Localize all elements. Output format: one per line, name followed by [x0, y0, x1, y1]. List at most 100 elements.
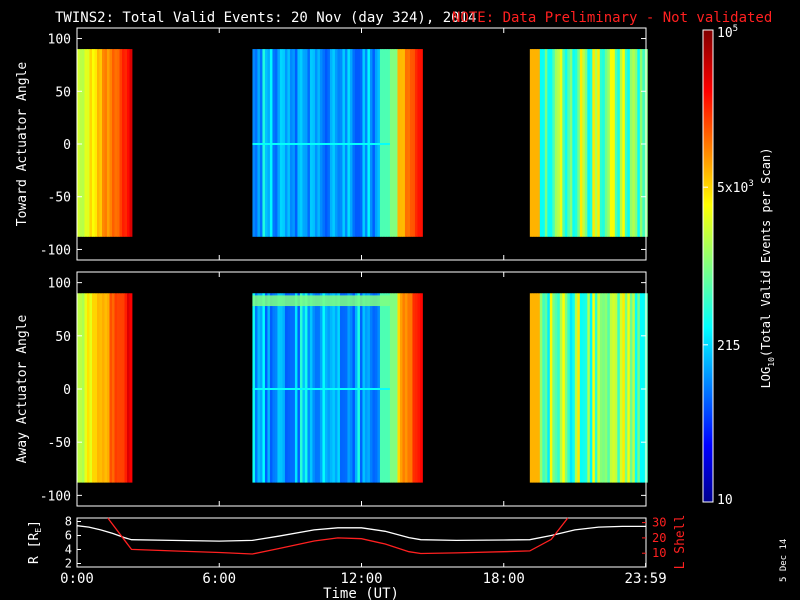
toward-heatmap-column-1-25: [314, 49, 318, 237]
away-heatmap-column-0-0: [77, 293, 80, 483]
away-heatmap-column-3-36: [619, 293, 623, 483]
toward-heatmap-column-0-19: [124, 49, 128, 237]
away-heatmap-column-1-31: [329, 293, 333, 483]
toward-heatmap-column-3-19: [577, 49, 581, 237]
away-heatmap-column-1-1: [254, 293, 258, 483]
away-heatmap-column-1-37: [344, 293, 348, 483]
away-heatmap-column-3-15: [567, 293, 571, 483]
away-heatmap-column-3-25: [592, 293, 596, 483]
toward-heatmap-column-1-11: [279, 49, 283, 237]
toward-heatmap-column-3-35: [617, 49, 621, 237]
r-axis-label: R [RE]: [27, 520, 43, 564]
away-heatmap-column-3-38: [624, 293, 628, 483]
toward-heatmap-column-2-11: [417, 49, 421, 237]
toward-heatmap-column-3-36: [619, 49, 623, 237]
toward-heatmap-column-3-17: [572, 49, 576, 237]
away-y-axis: 100 50 0 -50 -100: [40, 272, 647, 506]
away-heatmap-column-0-16: [117, 293, 120, 483]
away-heatmap-column-3-12: [559, 293, 563, 483]
toward-heatmap-column-3-40: [629, 49, 633, 237]
away-heatmap-column-3-40: [629, 293, 633, 483]
r-tick-label-2: 2: [65, 557, 72, 571]
toward-heatmap-column-3-22: [584, 49, 588, 237]
toward-heatmap-column-3-4: [539, 49, 543, 237]
toward-heatmap-column-0-16: [117, 49, 120, 237]
away-y-axis-label: Away Actuator Angle: [15, 314, 30, 463]
toward-heatmap-column-3-38: [624, 49, 628, 237]
away-heatmap-column-0-20: [127, 293, 130, 483]
toward-heatmap-column-1-31: [329, 49, 333, 237]
toward-heatmap-column-1-13: [284, 49, 288, 237]
away-heatmap-zero-stripe: [252, 388, 390, 390]
away-heatmap-column-1-13: [284, 293, 288, 483]
away-heatmap-column-3-23: [587, 293, 591, 483]
toward-heatmap-column-1-33: [334, 49, 338, 237]
away-heatmap-column-0-3: [84, 293, 88, 483]
away-heatmap-column-1-44: [362, 293, 366, 483]
colorbar-tick-label-2: 5x103: [717, 179, 754, 196]
away-heatmap-column-1-24: [312, 293, 316, 483]
away-heatmap-column-1-47: [369, 293, 373, 483]
toward-heatmap-column-2-6: [404, 49, 408, 237]
toward-heatmap-column-1-32: [332, 49, 336, 237]
x-tick-label-0: 0:00: [60, 571, 94, 587]
away-heatmap-column-1-43: [359, 293, 363, 483]
away-heatmap-column-3-6: [544, 293, 548, 483]
toward-y-axis: 100 50 0 -50 -100: [40, 28, 647, 260]
toward-heatmap-column-3-29: [602, 49, 606, 237]
toward-heatmap-column-1-38: [347, 49, 351, 237]
toward-heatmap-column-3-12: [559, 49, 563, 237]
away-heatmap-column-1-51: [379, 293, 383, 483]
away-heatmap-column-3-34: [614, 293, 618, 483]
away-heatmap-column-3-2: [534, 293, 538, 483]
toward-heatmap-column-1-41: [354, 49, 358, 237]
colorbar-tick-label-3: 105: [717, 24, 738, 41]
away-heatmap-column-1-32: [332, 293, 336, 483]
toward-heatmap-column-0-10: [102, 49, 105, 237]
r-tick-label-8: 8: [65, 515, 72, 529]
away-heatmap-column-3-26: [594, 293, 598, 483]
toward-heatmap-column-0-5: [89, 49, 93, 237]
away-heatmap-column-1-27: [319, 293, 323, 483]
away-heatmap-column-0-7: [94, 293, 98, 483]
toward-ytick-label-100: 100: [48, 33, 71, 48]
toward-heatmap-column-1-23: [309, 49, 313, 237]
toward-heatmap-column-3-27: [597, 49, 601, 237]
toward-heatmap-column-3-1: [532, 49, 536, 237]
toward-heatmap-column-3-14: [564, 49, 568, 237]
toward-heatmap-column-3-28: [599, 49, 603, 237]
away-heatmap-column-3-10: [554, 293, 558, 483]
away-heatmap-column-3-3: [537, 293, 541, 483]
away-heatmap-column-2-1: [392, 293, 396, 483]
toward-heatmap-column-3-25: [592, 49, 596, 237]
colorbar-gradient: [702, 29, 714, 503]
away-heatmap-column-3-35: [617, 293, 621, 483]
toward-heatmap-column-3-21: [582, 49, 586, 237]
toward-heatmap-column-2-9: [412, 49, 416, 237]
away-heatmap-column-0-4: [87, 293, 90, 483]
toward-heatmap-column-3-34: [614, 49, 618, 237]
away-heatmap-column-1-2: [257, 293, 261, 483]
toward-heatmap-column-1-34: [337, 49, 341, 237]
away-heatmap-column-1-11: [279, 293, 283, 483]
toward-heatmap-column-0-4: [87, 49, 90, 237]
away-heatmap-column-3-18: [574, 293, 578, 483]
away-heatmap-column-1-15: [289, 293, 293, 483]
away-heatmap-column-3-33: [612, 293, 616, 483]
toward-heatmap-column-3-37: [622, 49, 626, 237]
toward-heatmap-column-1-3: [259, 49, 263, 237]
toward-heatmap-column-2-3: [397, 49, 401, 237]
colorbar-tick-label-0: 10: [717, 493, 733, 508]
toward-heatmap-column-1-17: [294, 49, 298, 237]
toward-heatmap-column-1-1: [254, 49, 258, 237]
toward-heatmap-column-0-8: [97, 49, 100, 237]
toward-heatmap-column-1-8: [272, 49, 276, 237]
toward-heatmap-column-3-7: [547, 49, 551, 237]
away-heatmap-column-3-39: [627, 293, 631, 483]
away-heatmap-column-0-15: [114, 293, 118, 483]
away-heatmap-column-1-35: [339, 293, 343, 483]
toward-heatmap-column-3-9: [552, 49, 556, 237]
toward-heatmap-column-3-31: [607, 49, 611, 237]
toward-heatmap-column-1-43: [359, 49, 363, 237]
